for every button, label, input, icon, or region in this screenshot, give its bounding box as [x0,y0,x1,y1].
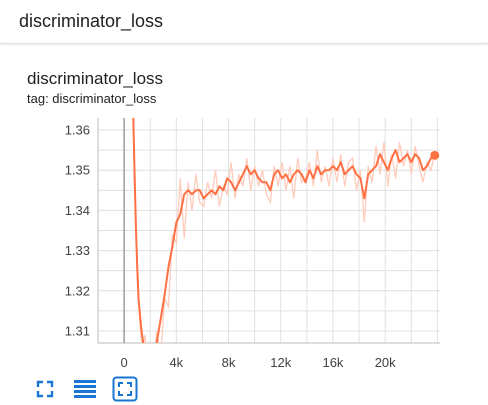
grid [97,118,440,344]
expand-chart-icon [112,376,138,402]
x-tick-label: 8k [222,355,236,370]
series-end-marker [430,150,440,160]
y-tick-label: 1.32 [65,283,90,298]
x-tick-label: 12k [270,355,291,370]
y-tick-label: 1.33 [65,243,90,258]
fit-domain-button[interactable] [32,376,58,402]
x-tick-label: 0 [120,355,127,370]
raw-series-line [132,118,436,343]
y-tick-label: 1.31 [65,323,90,338]
x-tick-label: 16k [322,355,343,370]
raw-series [132,118,436,343]
x-tick-label: 4k [169,355,183,370]
smoothed-series [132,118,440,343]
toggle-y-log-button[interactable] [72,376,98,402]
chart-tag: tag: discriminator_loss [27,91,157,106]
y-tick-label: 1.36 [65,123,90,138]
line-chart[interactable]: 1.31 1.32 1.33 1.34 1.35 1.36 0 4k 8k 12k 16k 20k [0,110,488,375]
chart-title: discriminator_loss [27,69,164,88]
fit-domain-icon [36,380,54,398]
y-tick-label: 1.35 [65,163,90,178]
header-title: discriminator_loss [19,11,164,31]
expand-chart-button[interactable] [112,376,138,402]
toggle-y-log-icon [74,380,96,398]
smoothed-series-line [132,118,436,343]
y-tick-label: 1.34 [65,203,90,218]
x-axis: 0 4k 8k 12k 16k 20k [120,355,396,370]
y-axis: 1.31 1.32 1.33 1.34 1.35 1.36 [65,123,90,339]
page-header: discriminator_loss [0,0,488,44]
x-tick-label: 20k [375,355,396,370]
